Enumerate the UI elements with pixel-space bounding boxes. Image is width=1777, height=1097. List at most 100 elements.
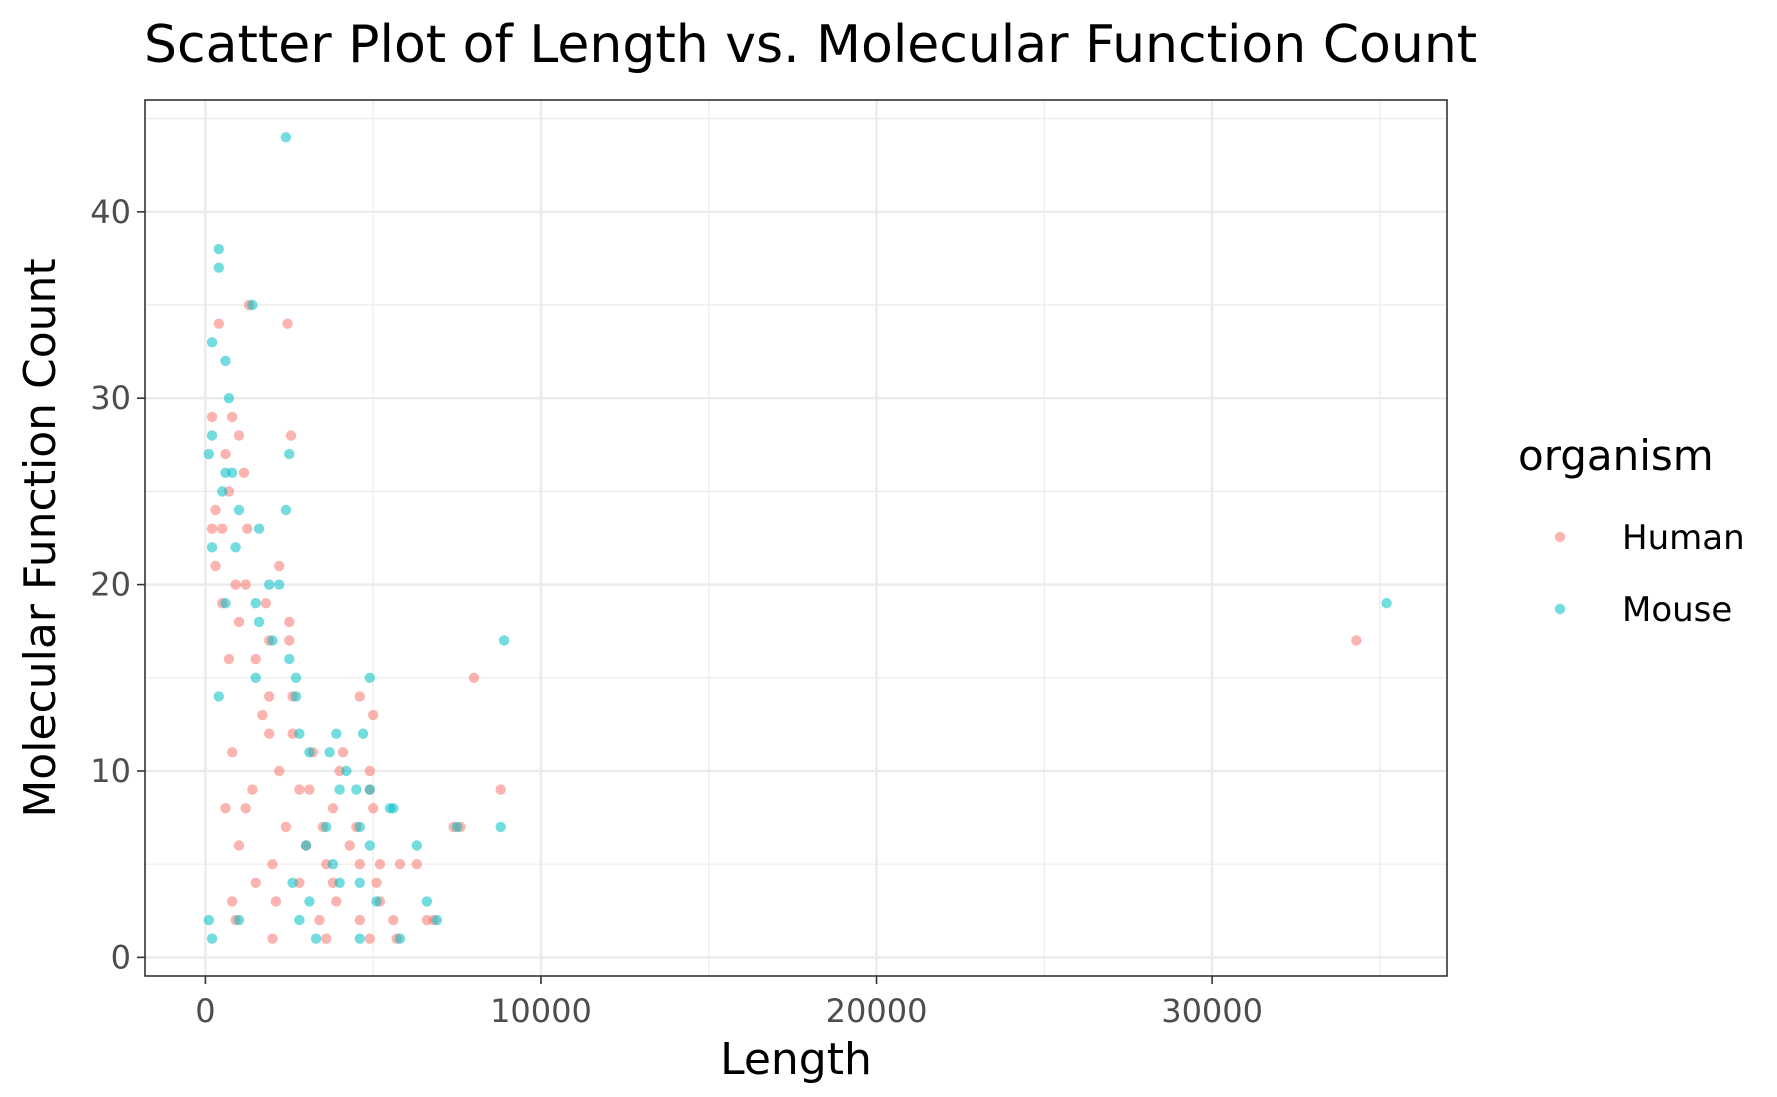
data-point-mouse: [280, 504, 292, 516]
data-point-mouse: [1381, 598, 1392, 609]
data-point-mouse: [364, 672, 375, 683]
data-point-mouse: [206, 430, 218, 441]
data-point-mouse: [206, 542, 218, 553]
data-point-human: [206, 411, 218, 423]
data-point-mouse: [321, 821, 332, 833]
data-point-human: [304, 784, 315, 795]
data-point-human: [374, 859, 386, 870]
major-gridlines: [145, 100, 1447, 976]
data-point-human: [267, 859, 278, 870]
data-point-mouse: [227, 467, 238, 478]
data-point-human: [327, 803, 339, 814]
data-point-human: [284, 616, 295, 628]
chart-title: Scatter Plot of Length vs. Molecular Fun…: [144, 15, 1477, 75]
data-point-human: [331, 896, 342, 907]
data-point-human: [274, 765, 285, 777]
x-axis-title: Length: [720, 1034, 872, 1085]
data-point-mouse: [284, 448, 295, 460]
data-point-human: [240, 803, 251, 814]
data-point-human: [411, 859, 422, 870]
data-point-mouse: [394, 933, 406, 944]
data-point-human: [1351, 635, 1362, 646]
data-point-mouse: [351, 784, 362, 795]
data-point-human: [294, 784, 305, 795]
data-point-human: [371, 877, 382, 888]
data-point-mouse: [290, 672, 302, 683]
data-point-mouse: [341, 765, 352, 777]
legend-label-mouse: Mouse: [1622, 590, 1732, 630]
data-point-mouse: [294, 728, 305, 739]
data-point-human: [233, 430, 245, 441]
data-point-human: [223, 653, 235, 665]
data-point-mouse: [324, 747, 335, 758]
data-point-human: [227, 747, 238, 758]
data-point-mouse: [421, 896, 433, 907]
data-point-human: [321, 933, 332, 944]
data-point-mouse: [331, 728, 342, 739]
legend-title: organism: [1518, 431, 1714, 480]
data-point-mouse: [253, 523, 265, 534]
data-point-mouse: [233, 914, 245, 926]
data-point-mouse: [290, 691, 302, 702]
data-point-human: [240, 579, 251, 590]
data-point-mouse: [304, 896, 315, 907]
data-point-mouse: [354, 877, 365, 888]
x-tick-label: 30000: [1161, 992, 1263, 1030]
x-axis-ticks: 0 10000 20000 30000: [195, 976, 1263, 1030]
y-tick-label: 30: [90, 379, 131, 417]
data-point-mouse: [327, 859, 339, 870]
data-point-mouse: [364, 840, 375, 851]
data-point-mouse: [250, 672, 261, 683]
x-tick-label: 0: [195, 992, 215, 1030]
data-point-mouse: [384, 803, 396, 814]
data-point-human: [394, 859, 406, 870]
data-point-mouse: [364, 784, 375, 795]
data-point-human: [267, 933, 278, 944]
data-point-human: [284, 635, 295, 646]
data-point-mouse: [334, 784, 345, 795]
data-point-mouse: [206, 933, 218, 944]
data-point-mouse: [371, 896, 382, 907]
data-point-mouse: [495, 821, 506, 833]
data-point-mouse: [213, 691, 224, 702]
data-point-human: [210, 504, 221, 516]
y-tick-label: 10: [90, 752, 131, 790]
y-axis-ticks: 0 10 20 30 40: [90, 193, 145, 976]
data-point-mouse: [203, 914, 214, 926]
data-point-mouse: [357, 728, 369, 739]
x-tick-label: 20000: [826, 992, 928, 1030]
data-point-mouse: [354, 821, 365, 833]
data-point-mouse: [230, 542, 241, 553]
data-point-human: [285, 430, 297, 441]
data-point-mouse: [274, 579, 285, 590]
data-point-human: [264, 691, 275, 702]
data-point-human: [280, 821, 292, 833]
data-point-human: [217, 523, 228, 534]
y-tick-label: 0: [111, 938, 131, 976]
data-point-human: [230, 579, 241, 590]
y-tick-label: 20: [90, 566, 131, 604]
data-point-human: [227, 896, 238, 907]
data-point-human: [274, 560, 285, 572]
data-point-mouse: [411, 840, 422, 851]
data-point-human: [238, 467, 250, 478]
data-point-mouse: [294, 914, 305, 926]
data-point-mouse: [304, 747, 315, 758]
data-point-mouse: [451, 821, 463, 833]
data-point-human: [388, 914, 399, 926]
data-point-human: [220, 448, 231, 460]
data-point-human: [213, 318, 224, 329]
data-point-mouse: [300, 840, 312, 851]
data-point-mouse: [267, 635, 278, 646]
data-point-human: [247, 784, 258, 795]
data-point-human: [250, 877, 261, 888]
data-point-human: [495, 784, 506, 795]
legend-label-human: Human: [1622, 518, 1745, 558]
data-point-mouse: [431, 914, 443, 926]
data-point-human: [206, 523, 218, 534]
data-point-mouse: [213, 262, 224, 273]
data-point-human: [354, 914, 365, 926]
data-point-human: [227, 411, 238, 423]
